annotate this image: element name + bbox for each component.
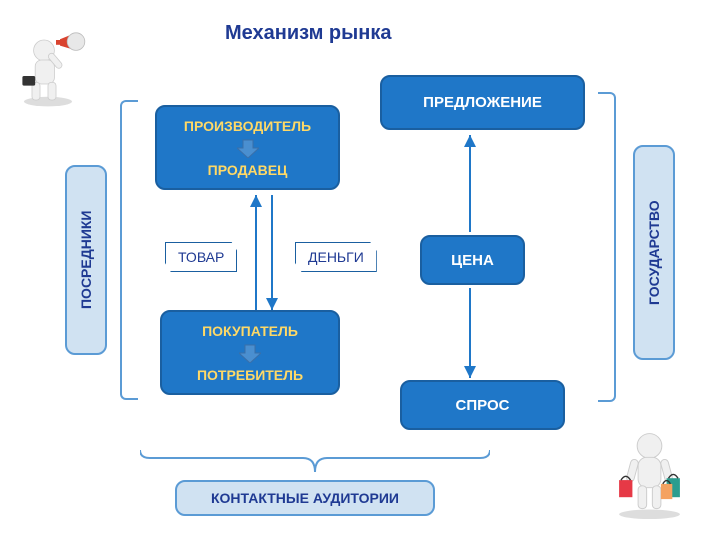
node-proizvoditel-top: ПРОИЗВОДИТЕЛЬ (184, 118, 311, 134)
arrow-down-icon (237, 138, 259, 158)
node-cena: ЦЕНА (420, 235, 525, 285)
node-cena-label: ЦЕНА (451, 252, 494, 269)
arrow-cena-down (462, 288, 478, 378)
bracket-left (120, 100, 138, 400)
node-posredniki-label: ПОСРЕДНИКИ (78, 211, 94, 310)
arrow-prod-pok-up (248, 195, 264, 310)
node-tovar-label: ТОВАР (178, 249, 224, 265)
figure-announcer (8, 28, 88, 108)
node-predlozhenie: ПРЕДЛОЖЕНИЕ (380, 75, 585, 130)
node-pokupatel-bottom: ПОТРЕБИТЕЛЬ (197, 367, 303, 383)
node-posredniki: ПОСРЕДНИКИ (65, 165, 107, 355)
node-tovar: ТОВАР (165, 242, 237, 272)
node-predlozhenie-label: ПРЕДЛОЖЕНИЕ (423, 94, 542, 111)
node-pokupatel: ПОКУПАТЕЛЬ ПОТРЕБИТЕЛЬ (160, 310, 340, 395)
node-proizvoditel-bottom: ПРОДАВЕЦ (208, 162, 288, 178)
node-spros-label: СПРОС (456, 397, 510, 414)
diagram-title: Механизм рынка (225, 22, 391, 45)
node-pokupatel-top: ПОКУПАТЕЛЬ (202, 323, 298, 339)
arrow-down-icon (239, 343, 261, 363)
node-gosudarstvo-label: ГОСУДАРСТВО (646, 200, 662, 305)
node-kontaktnye: КОНТАКТНЫЕ АУДИТОРИИ (175, 480, 435, 516)
node-dengi-label: ДЕНЬГИ (308, 249, 364, 265)
node-dengi: ДЕНЬГИ (295, 242, 377, 272)
bracket-right (598, 92, 616, 402)
arrow-prod-pok-down (264, 195, 280, 310)
node-kontaktnye-label: КОНТАКТНЫЕ АУДИТОРИИ (211, 490, 399, 506)
node-gosudarstvo: ГОСУДАРСТВО (633, 145, 675, 360)
node-spros: СПРОС (400, 380, 565, 430)
node-proizvoditel: ПРОИЗВОДИТЕЛЬ ПРОДАВЕЦ (155, 105, 340, 190)
arrow-cena-up (462, 135, 478, 232)
figure-shopper (602, 425, 697, 520)
bracket-bottom (140, 448, 490, 476)
